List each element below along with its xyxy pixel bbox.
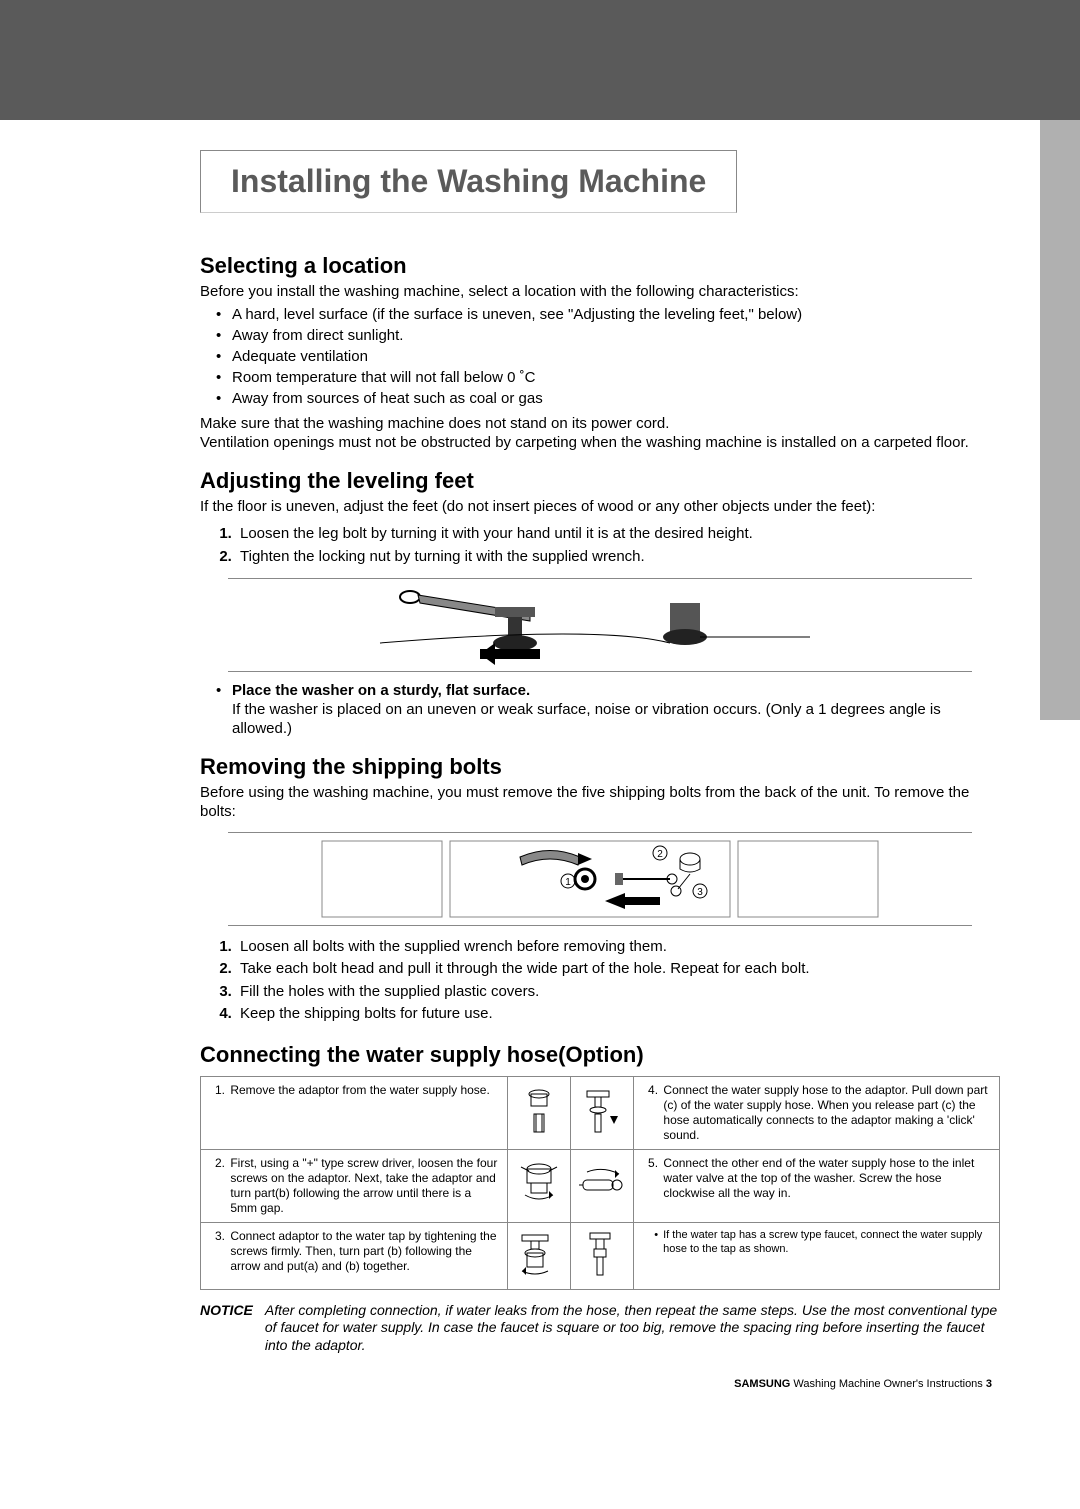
leveling-intro: If the floor is uneven, adjust the feet …	[200, 498, 1000, 517]
svg-text:3: 3	[697, 887, 703, 898]
hose-icon-cell	[571, 1076, 634, 1149]
main-title-box: Installing the Washing Machine	[200, 150, 737, 213]
leveling-step: Tighten the locking nut by turning it wi…	[236, 546, 1000, 569]
hose-step-text: If the water tap has a screw type faucet…	[663, 1229, 990, 1257]
adaptor-separate-icon	[519, 1086, 559, 1136]
footer-brand: SAMSUNG	[734, 1378, 790, 1390]
shipping-steps: Loosen all bolts with the supplied wrenc…	[200, 936, 1000, 1026]
svg-text:1: 1	[565, 877, 571, 888]
table-row: 3. Connect adaptor to the water tap by t…	[201, 1222, 1000, 1289]
hose-step-cell: • If the water tap has a screw type fauc…	[634, 1222, 1000, 1289]
sturdy-detail: If the washer is placed on an uneven or …	[232, 701, 1000, 739]
hose-step-num: 2.	[209, 1156, 225, 1171]
table-row: 1. Remove the adaptor from the water sup…	[201, 1076, 1000, 1149]
hose-icon-cell	[571, 1149, 634, 1222]
shipping-bolts-diagram-svg: 1 2 3	[320, 839, 880, 919]
footer-text: Washing Machine Owner's Instructions	[793, 1378, 982, 1390]
notice-block: NOTICE After completing connection, if w…	[200, 1302, 1000, 1355]
adaptor-loosen-icon	[519, 1159, 559, 1209]
main-title: Installing the Washing Machine	[231, 163, 706, 199]
sturdy-lead: Place the washer on a sturdy, flat surfa…	[232, 682, 1000, 701]
shipping-diagram: 1 2 3	[228, 832, 972, 926]
heading-hose: Connecting the water supply hose(Option)	[200, 1042, 1000, 1068]
hose-step-text: First, using a "+" type screw driver, lo…	[230, 1156, 498, 1216]
hose-connect-adaptor-icon	[582, 1086, 622, 1136]
adaptor-tap-tighten-icon	[516, 1229, 562, 1279]
hose-step-num: 1.	[209, 1083, 225, 1098]
page-body: Installing the Washing Machine Selecting…	[0, 120, 1080, 1410]
location-bullet: Adequate ventilation	[232, 346, 1000, 367]
hose-step-cell: 4. Connect the water supply hose to the …	[634, 1076, 1000, 1149]
location-bullet: Room temperature that will not fall belo…	[232, 367, 1000, 388]
shipping-step: Take each bolt head and pull it through …	[236, 958, 1000, 981]
footer-page: 3	[986, 1378, 992, 1390]
leveling-diagram	[228, 578, 972, 672]
sturdy-surface-note: Place the washer on a sturdy, flat surfa…	[200, 682, 1000, 738]
top-header-bar	[0, 0, 1080, 120]
hose-step-text: Connect the water supply hose to the ada…	[663, 1083, 990, 1143]
hose-step-text: Remove the adaptor from the water supply…	[230, 1083, 498, 1098]
hose-icon-cell	[508, 1149, 571, 1222]
screw-faucet-icon	[582, 1229, 622, 1279]
hose-step-num: 4.	[642, 1083, 658, 1098]
shipping-step: Keep the shipping bolts for future use.	[236, 1003, 1000, 1026]
location-bullet: A hard, level surface (if the surface is…	[232, 304, 1000, 325]
content-area: Installing the Washing Machine Selecting…	[200, 120, 1040, 1410]
hose-icon-cell	[571, 1222, 634, 1289]
hose-step-num: 3.	[209, 1229, 225, 1244]
location-intro: Before you install the washing machine, …	[200, 283, 1000, 302]
table-row: 2. First, using a "+" type screw driver,…	[201, 1149, 1000, 1222]
hose-step-cell: 5. Connect the other end of the water su…	[634, 1149, 1000, 1222]
notice-text: After completing connection, if water le…	[265, 1302, 1000, 1355]
hose-step-text: Connect adaptor to the water tap by tigh…	[230, 1229, 498, 1274]
shipping-intro: Before using the washing machine, you mu…	[200, 784, 1000, 822]
location-after-1: Make sure that the washing machine does …	[200, 415, 1000, 434]
heading-leveling: Adjusting the leveling feet	[200, 468, 1000, 494]
hose-step-cell: 3. Connect adaptor to the water tap by t…	[201, 1222, 508, 1289]
hose-step-num: •	[642, 1229, 658, 1243]
location-bullet: Away from sources of heat such as coal o…	[232, 388, 1000, 409]
leveling-steps: Loosen the leg bolt by turning it with y…	[200, 523, 1000, 568]
leveling-step: Loosen the leg bolt by turning it with y…	[236, 523, 1000, 546]
leveling-feet-diagram-svg	[340, 585, 860, 665]
hose-connection-table: 1. Remove the adaptor from the water sup…	[200, 1076, 1000, 1290]
page-footer: SAMSUNG Washing Machine Owner's Instruct…	[200, 1378, 1000, 1390]
hose-step-cell: 2. First, using a "+" type screw driver,…	[201, 1149, 508, 1222]
hose-icon-cell	[508, 1076, 571, 1149]
shipping-step: Loosen all bolts with the supplied wrenc…	[236, 936, 1000, 959]
location-bullet: Away from direct sunlight.	[232, 325, 1000, 346]
notice-label: NOTICE	[200, 1302, 253, 1355]
hose-inlet-valve-icon	[579, 1164, 625, 1204]
svg-text:2: 2	[657, 849, 663, 860]
shipping-step: Fill the holes with the supplied plastic…	[236, 981, 1000, 1004]
hose-step-num: 5.	[642, 1156, 658, 1171]
hose-step-cell: 1. Remove the adaptor from the water sup…	[201, 1076, 508, 1149]
hose-icon-cell	[508, 1222, 571, 1289]
hose-step-text: Connect the other end of the water suppl…	[663, 1156, 990, 1201]
heading-shipping: Removing the shipping bolts	[200, 754, 1000, 780]
location-after-2: Ventilation openings must not be obstruc…	[200, 434, 1000, 453]
location-bullets: A hard, level surface (if the surface is…	[200, 304, 1000, 409]
heading-location: Selecting a location	[200, 253, 1000, 279]
